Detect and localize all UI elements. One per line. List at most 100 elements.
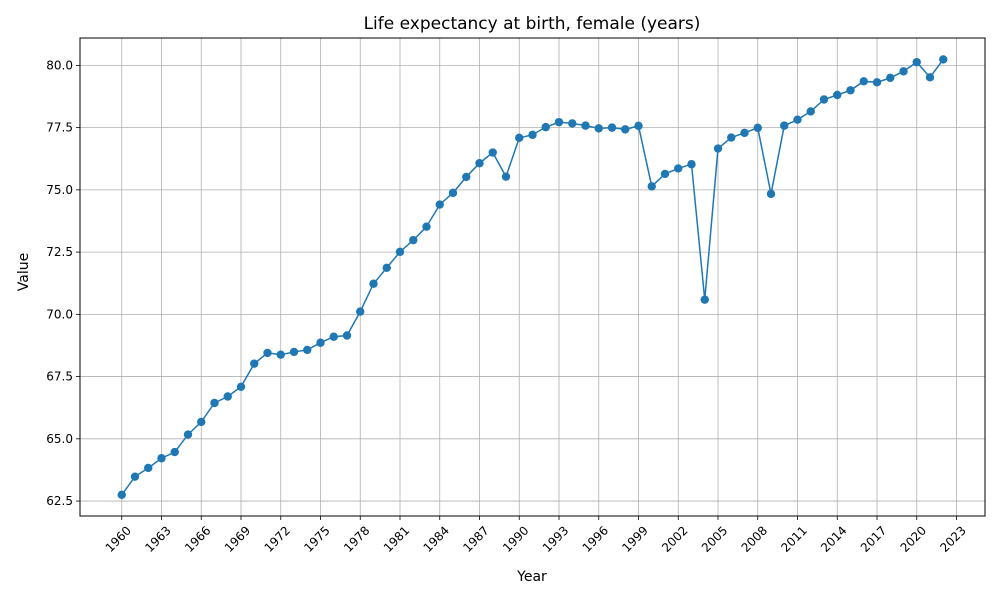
data-point bbox=[369, 279, 378, 288]
data-point bbox=[382, 263, 391, 272]
data-point bbox=[356, 307, 365, 316]
series-line bbox=[121, 58, 944, 496]
data-point bbox=[395, 247, 405, 257]
data-point bbox=[713, 144, 723, 153]
data-point bbox=[833, 90, 842, 100]
data-point bbox=[872, 78, 882, 87]
x-tick-label: 2008 bbox=[739, 523, 770, 554]
data-point bbox=[819, 95, 829, 104]
x-tick-label: 1990 bbox=[500, 523, 531, 554]
data-point bbox=[289, 347, 299, 357]
x-tick-label: 1966 bbox=[182, 523, 213, 554]
x-tick-label: 2023 bbox=[937, 523, 968, 554]
y-tick-label: 77.5 bbox=[46, 121, 73, 135]
data-point bbox=[183, 430, 193, 439]
data-point bbox=[303, 345, 312, 355]
data-point bbox=[912, 57, 921, 67]
data-point bbox=[541, 122, 550, 132]
x-tick-label: 1993 bbox=[540, 523, 571, 554]
data-point bbox=[925, 73, 935, 82]
data-point bbox=[886, 73, 895, 83]
x-tick-label: 1963 bbox=[142, 523, 173, 554]
data-point bbox=[144, 463, 153, 473]
data-point bbox=[197, 417, 206, 427]
data-point bbox=[740, 128, 749, 138]
y-axis-label: Value bbox=[16, 253, 32, 291]
y-tick-label: 67.5 bbox=[46, 370, 73, 384]
x-tick-label: 1996 bbox=[580, 523, 611, 554]
data-point bbox=[515, 133, 524, 143]
data-point bbox=[117, 490, 126, 500]
data-point bbox=[316, 338, 325, 347]
data-point bbox=[170, 447, 179, 457]
grid-lines bbox=[80, 38, 985, 516]
x-tick-label: 1960 bbox=[103, 523, 134, 554]
data-point bbox=[939, 55, 948, 64]
data-point bbox=[568, 119, 577, 128]
y-axis-ticks: 62.5 65.0 67.5 70.0 72.5 75.0 77.5 80.0 bbox=[46, 58, 80, 508]
data-point bbox=[753, 123, 762, 133]
data-point bbox=[806, 107, 815, 116]
data-point bbox=[263, 348, 272, 358]
data-point bbox=[660, 169, 670, 179]
data-point bbox=[223, 392, 232, 401]
y-tick-label: 70.0 bbox=[46, 307, 73, 321]
data-point bbox=[157, 454, 166, 463]
y-tick-label: 75.0 bbox=[46, 183, 73, 197]
data-point bbox=[846, 86, 855, 95]
x-tick-label: 1999 bbox=[619, 523, 650, 554]
chart-title: Life expectancy at birth, female (years) bbox=[364, 14, 701, 34]
data-point bbox=[501, 172, 511, 181]
data-point bbox=[727, 133, 736, 142]
x-tick-label: 2005 bbox=[699, 523, 730, 554]
data-point bbox=[236, 382, 246, 391]
x-tick-label: 1987 bbox=[460, 523, 491, 554]
x-tick-label: 1975 bbox=[301, 523, 332, 554]
data-point bbox=[581, 121, 590, 130]
data-point bbox=[329, 332, 338, 341]
data-point bbox=[422, 222, 431, 231]
data-point bbox=[780, 121, 789, 130]
x-tick-label: 2002 bbox=[659, 523, 690, 554]
series-layer bbox=[117, 55, 948, 500]
x-tick-label: 2020 bbox=[898, 523, 929, 554]
x-tick-label: 1984 bbox=[421, 523, 452, 554]
x-tick-label: 2014 bbox=[818, 523, 849, 554]
data-point bbox=[766, 189, 776, 199]
x-axis-label: Year bbox=[516, 569, 547, 585]
data-point bbox=[342, 331, 352, 340]
data-point bbox=[448, 188, 458, 198]
data-point bbox=[250, 359, 259, 368]
data-point bbox=[488, 148, 497, 157]
data-point bbox=[793, 115, 802, 124]
data-point bbox=[621, 125, 630, 134]
data-point bbox=[528, 130, 537, 140]
data-point bbox=[475, 159, 484, 168]
data-point bbox=[687, 160, 696, 169]
x-tick-label: 1972 bbox=[262, 523, 293, 554]
data-point bbox=[554, 117, 564, 127]
x-tick-label: 2017 bbox=[858, 523, 889, 554]
x-tick-label: 1969 bbox=[222, 523, 253, 554]
y-tick-label: 72.5 bbox=[46, 245, 73, 259]
data-point bbox=[647, 182, 656, 191]
data-point bbox=[700, 295, 709, 304]
data-point bbox=[607, 123, 617, 132]
data-point bbox=[674, 164, 683, 173]
data-point bbox=[130, 472, 140, 481]
y-tick-label: 62.5 bbox=[46, 494, 73, 508]
data-point bbox=[899, 67, 908, 76]
x-tick-label: 1981 bbox=[381, 523, 412, 554]
plot-frame bbox=[79, 37, 986, 517]
data-point bbox=[462, 172, 471, 182]
data-point bbox=[409, 235, 418, 245]
data-point bbox=[276, 350, 285, 359]
data-point bbox=[634, 121, 643, 131]
data-point bbox=[435, 200, 444, 209]
x-tick-label: 1978 bbox=[341, 523, 372, 554]
x-axis-ticks: 1960 1963 1966 1969 1972 1975 1978 1981 1984 1987… bbox=[103, 516, 969, 555]
data-point bbox=[859, 77, 868, 86]
data-point bbox=[210, 398, 219, 408]
data-point bbox=[594, 124, 603, 133]
